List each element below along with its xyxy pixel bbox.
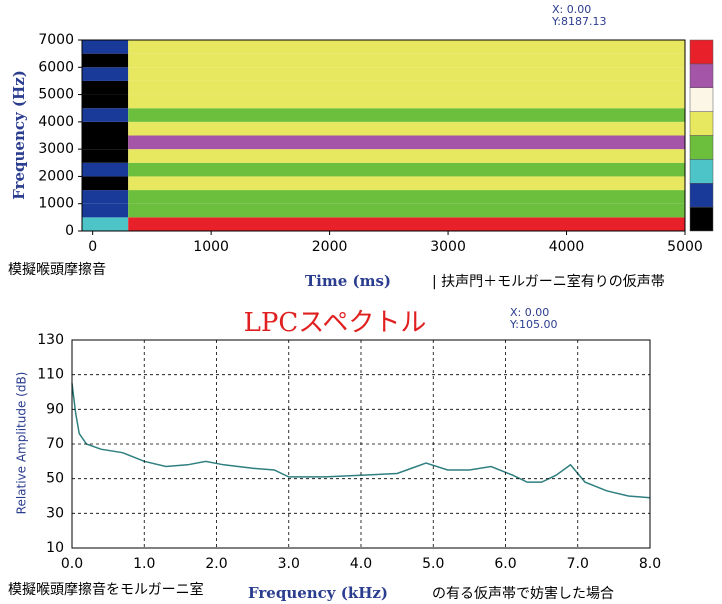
heatmap-cell — [128, 176, 685, 191]
y-tick-label: 7000 — [38, 32, 74, 48]
heatmap-cell — [128, 67, 685, 81]
heatmap-cell — [82, 190, 129, 204]
heatmap-cell — [128, 80, 685, 95]
y-tick-label: 3000 — [38, 141, 74, 157]
x-tick-label: 8.0 — [639, 556, 661, 572]
heatmap-cell — [82, 53, 129, 68]
heatmap-cell — [128, 135, 685, 150]
colorbar-swatch — [689, 135, 714, 160]
y-tick-label: 110 — [37, 367, 64, 383]
heatmap-cell — [82, 67, 129, 81]
colorbar-swatch — [689, 183, 714, 208]
x-tick-label: 5.0 — [422, 556, 444, 572]
colorbar-swatch — [689, 159, 714, 184]
heatmap-cell — [128, 149, 685, 163]
y-axis-label: Relative Amplitude (dB) — [15, 372, 29, 515]
x-tick-label: 7.0 — [567, 556, 589, 572]
x-tick-label: 3000 — [430, 239, 466, 255]
heatmap-cell — [128, 121, 685, 136]
heatmap-cell — [82, 94, 129, 109]
y-tick-label: 1000 — [38, 196, 74, 212]
y-tick-label: 30 — [46, 505, 64, 521]
x-tick-label: 0.0 — [61, 556, 83, 572]
y-tick-label: 130 — [37, 332, 64, 348]
colorbar-swatch — [689, 111, 714, 136]
heatmap-cell — [82, 149, 129, 163]
cursor-x: X: 0.00 — [510, 306, 549, 319]
heatmap-cell — [82, 217, 129, 231]
colorbar-swatch — [689, 206, 714, 232]
x-tick-label: 1.0 — [133, 556, 155, 572]
colorbar-swatch — [689, 39, 714, 65]
heatmap-cell — [82, 176, 129, 191]
spectrum-line — [71, 383, 651, 499]
x-tick-label: 3.0 — [278, 556, 300, 572]
heatmap-cell — [128, 94, 685, 109]
chart-title: LPCスペクトル — [244, 308, 427, 338]
heatmap-cell — [82, 80, 129, 95]
heatmap-cell — [82, 40, 129, 54]
y-tick-label: 50 — [46, 471, 64, 487]
heatmap-cell — [82, 108, 129, 122]
cursor-x: X: 0.00 — [552, 3, 591, 16]
heatmap-cell — [128, 203, 685, 218]
x-tick-label: 5000 — [667, 239, 703, 255]
x-tick-label: 2000 — [312, 239, 348, 255]
heatmap-cell — [128, 190, 685, 204]
x-axis-label: Time (ms) — [305, 272, 391, 290]
y-tick-label: 6000 — [38, 59, 74, 75]
plot-frame — [81, 39, 686, 232]
heatmap-cell — [128, 162, 685, 177]
y-tick-label: 70 — [46, 436, 64, 452]
x-tick-label: 1000 — [193, 239, 229, 255]
subtitle: 模擬喉頭摩擦音をモルガーニ室 — [8, 581, 204, 598]
subtitle: 模擬喉頭摩擦音 — [8, 261, 106, 278]
y-tick-label: 4000 — [38, 114, 74, 130]
caption: | 扶声門＋モルガーニ室有りの仮声帯 — [432, 273, 665, 290]
cursor-y: Y:8187.13 — [551, 15, 606, 28]
x-tick-label: 4.0 — [350, 556, 372, 572]
colorbar-swatch — [689, 63, 714, 88]
y-tick-label: 10 — [46, 540, 64, 556]
caption: の有る仮声帯で妨害した場合 — [432, 586, 614, 602]
cursor-y: Y:105.00 — [509, 318, 557, 331]
y-tick-label: 90 — [46, 401, 64, 417]
heatmap-cell — [128, 217, 685, 231]
x-tick-label: 4000 — [549, 239, 585, 255]
y-axis-label: Frequency (Hz) — [10, 70, 28, 200]
y-tick-label: 2000 — [38, 168, 74, 184]
heatmap-cell — [128, 108, 685, 122]
heatmap-cell — [82, 203, 129, 218]
x-axis-label: Frequency (kHz) — [248, 584, 388, 602]
heatmap-cell — [128, 40, 685, 54]
y-tick-label: 0 — [65, 223, 74, 239]
heatmap-cell — [82, 121, 129, 136]
colorbar-swatch — [689, 87, 714, 112]
plot-frame — [71, 339, 651, 549]
x-tick-label: 0 — [88, 239, 97, 255]
heatmap-cell — [82, 162, 129, 177]
x-tick-label: 6.0 — [494, 556, 516, 572]
y-tick-label: 5000 — [38, 87, 74, 103]
heatmap-cell — [82, 135, 129, 150]
heatmap-cell — [128, 53, 685, 68]
x-tick-label: 2.0 — [205, 556, 227, 572]
